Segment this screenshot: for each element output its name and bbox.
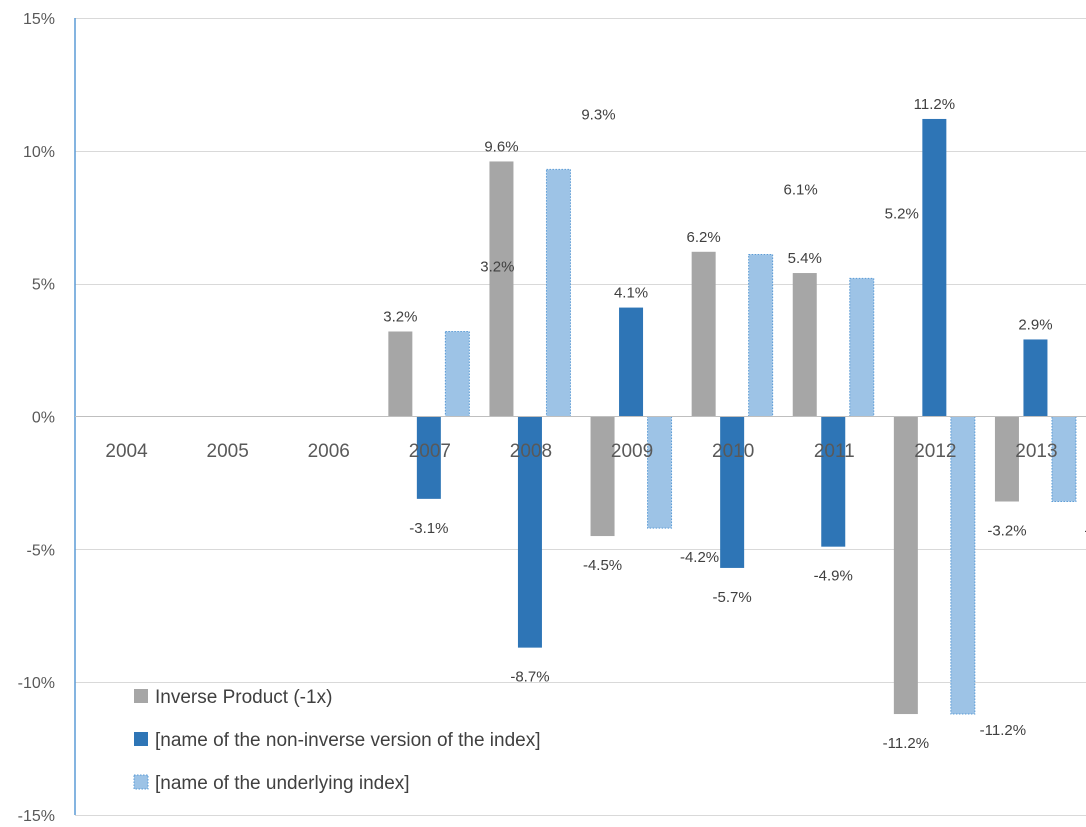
bar xyxy=(545,168,571,417)
bar xyxy=(849,277,875,417)
legend-swatch xyxy=(134,689,148,703)
data-label: 6.1% xyxy=(784,181,818,198)
data-label: 4.1% xyxy=(614,285,648,302)
data-label: 5.2% xyxy=(885,205,919,222)
x-tick-label: 2009 xyxy=(611,441,653,462)
bar xyxy=(517,416,542,648)
data-label: -11.2% xyxy=(883,735,929,752)
x-tick-label: 2006 xyxy=(308,441,350,462)
bar xyxy=(748,253,774,417)
y-tick-label: 15% xyxy=(23,11,55,28)
x-tick-label: 2010 xyxy=(712,441,754,462)
data-label: -4.2% xyxy=(680,549,719,566)
data-label: -11.2% xyxy=(980,722,1026,739)
data-label: 11.2% xyxy=(914,96,955,113)
bar xyxy=(720,416,745,568)
legend: Inverse Product (-1x) [name of the non-in… xyxy=(133,687,541,794)
x-tick-label: 2005 xyxy=(207,441,249,462)
bar xyxy=(416,416,441,499)
legend-swatch xyxy=(133,774,149,790)
bar xyxy=(590,416,615,537)
data-label: 5.4% xyxy=(788,250,822,267)
bar xyxy=(792,273,817,417)
y-axis-tick-labels: 15% 10% 5% 0% -5% -10% -15% xyxy=(18,11,55,825)
data-label: 9.3% xyxy=(581,106,615,123)
legend-label: [name of the non-inverse version of the … xyxy=(155,730,541,751)
bar xyxy=(1023,339,1048,417)
x-tick-label: 2004 xyxy=(105,441,148,462)
gridlines xyxy=(75,18,1086,816)
y-tick-label: 10% xyxy=(23,144,55,161)
bar xyxy=(994,416,1019,502)
data-label: 9.6% xyxy=(484,138,518,155)
y-tick-label: -5% xyxy=(27,542,55,559)
data-label: 3.2% xyxy=(383,308,417,325)
bar xyxy=(821,416,846,547)
bar xyxy=(1051,416,1077,503)
x-tick-label: 2007 xyxy=(409,441,451,462)
y-tick-label: 0% xyxy=(32,410,55,427)
y-tick-label: 5% xyxy=(32,277,55,294)
data-label: -8.7% xyxy=(510,669,549,686)
x-tick-label: 2012 xyxy=(914,441,956,462)
data-label: -4.9% xyxy=(814,568,853,585)
data-label: -3.2% xyxy=(1084,523,1086,540)
bar xyxy=(647,416,673,529)
bar xyxy=(489,161,514,417)
data-label: -3.2% xyxy=(987,523,1026,540)
bar xyxy=(619,307,644,417)
bar xyxy=(691,251,716,417)
legend-swatch xyxy=(134,732,148,746)
y-tick-label: -10% xyxy=(18,675,55,692)
data-labels: 3.2% 9.6% -4.5% 6.2% 5.4% -11.2% -3.2% -3.1% -8.… xyxy=(383,96,1086,752)
bar xyxy=(922,118,947,417)
x-axis-tick-labels: 2004 2005 2006 2007 2008 2009 2010 2011 2012 2013 xyxy=(105,441,1057,462)
legend-label: Inverse Product (-1x) xyxy=(155,687,332,708)
x-tick-label: 2013 xyxy=(1015,441,1057,462)
data-label: -3.1% xyxy=(409,520,448,537)
data-label: 2.9% xyxy=(1018,316,1052,333)
bars xyxy=(388,118,1077,715)
bar xyxy=(444,330,470,417)
data-label: 3.2% xyxy=(480,258,514,275)
bar xyxy=(893,416,918,715)
y-tick-label: -15% xyxy=(18,808,55,825)
data-label: 6.2% xyxy=(687,229,721,246)
x-tick-label: 2011 xyxy=(814,441,855,462)
legend-label: [name of the underlying index] xyxy=(155,773,410,794)
x-tick-label: 2008 xyxy=(510,441,552,462)
data-label: -4.5% xyxy=(583,557,622,574)
data-label: -5.7% xyxy=(713,589,752,606)
bar xyxy=(388,331,413,417)
